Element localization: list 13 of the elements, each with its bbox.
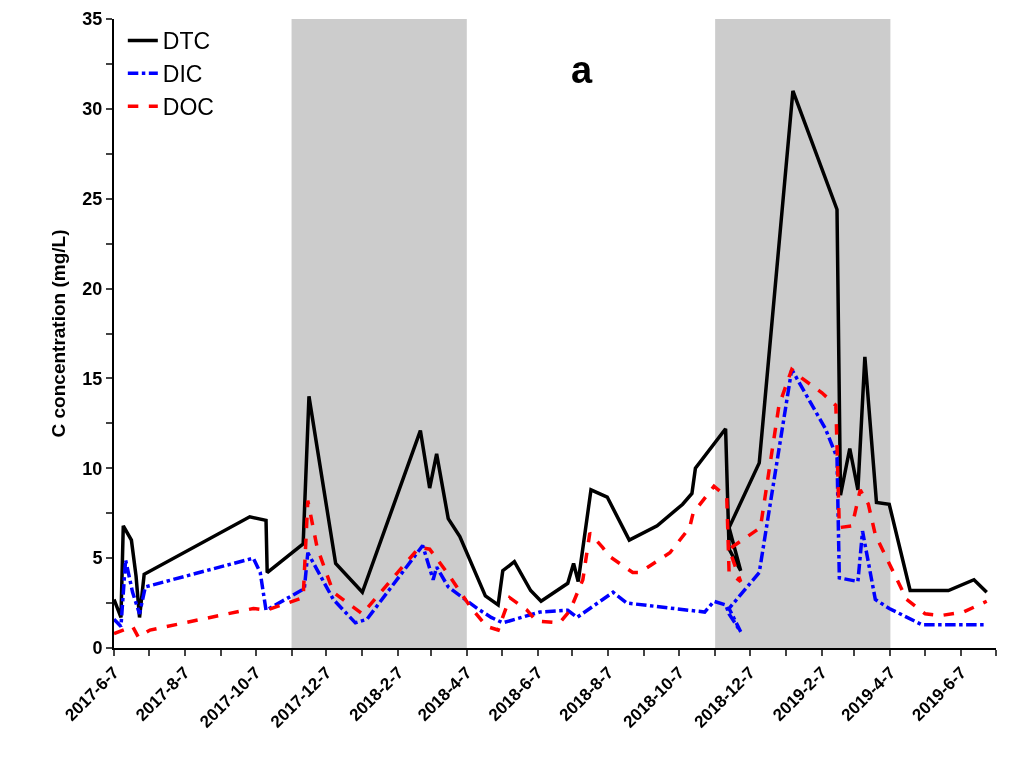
y-tick-label: 5: [92, 548, 103, 569]
y-tick-label: 20: [82, 278, 103, 299]
y-axis-title: C concentration (mg/L): [47, 229, 69, 438]
legend-label: DTC: [162, 28, 211, 55]
y-tick-label: 10: [82, 458, 103, 479]
y-tick-label: 30: [82, 99, 103, 120]
text: a: [570, 48, 593, 91]
y-tick-label: 15: [82, 368, 103, 389]
legend-label: DOC: [162, 94, 214, 121]
y-tick-label: 0: [92, 638, 103, 659]
y-tick-label: 25: [82, 189, 103, 210]
legend-label: DIC: [162, 61, 203, 88]
y-tick-label: 35: [82, 9, 103, 30]
